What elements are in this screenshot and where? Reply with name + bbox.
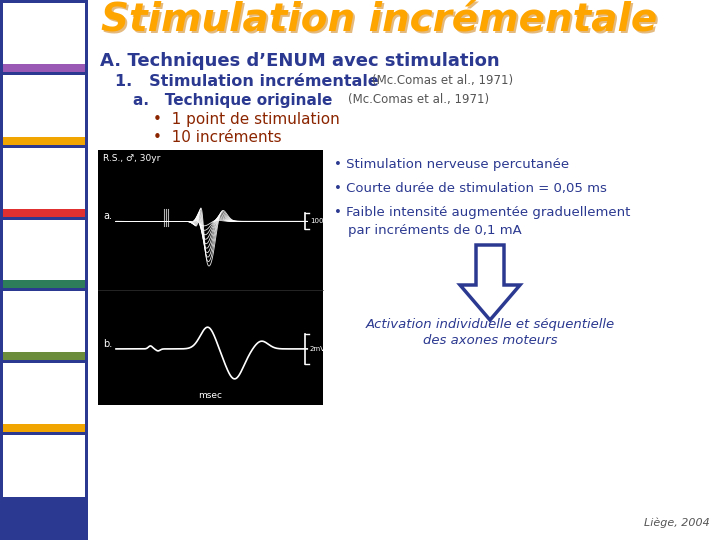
Text: • Courte durée de stimulation = 0,05 ms: • Courte durée de stimulation = 0,05 ms bbox=[334, 182, 607, 195]
Text: Liège, 2004: Liège, 2004 bbox=[644, 517, 710, 528]
Text: a.: a. bbox=[103, 211, 112, 221]
Text: • Faible intensité augmentée graduellement: • Faible intensité augmentée graduelleme… bbox=[334, 206, 631, 219]
Bar bbox=[3, 137, 85, 145]
Text: 100μV: 100μV bbox=[310, 218, 333, 225]
Polygon shape bbox=[460, 245, 520, 320]
Bar bbox=[98, 150, 323, 405]
Bar bbox=[3, 75, 85, 137]
Text: (Mc.Comas et al., 1971): (Mc.Comas et al., 1971) bbox=[348, 93, 489, 106]
Bar bbox=[3, 291, 85, 352]
Text: Activation individuelle et séquentielle: Activation individuelle et séquentielle bbox=[366, 318, 615, 331]
Bar bbox=[0, 0, 88, 540]
Text: a.   Technique originale: a. Technique originale bbox=[133, 93, 333, 108]
Bar bbox=[3, 220, 85, 280]
Text: 2mV: 2mV bbox=[310, 346, 326, 352]
Bar bbox=[3, 148, 85, 209]
Bar bbox=[3, 352, 85, 360]
Bar bbox=[3, 497, 85, 505]
Bar bbox=[3, 435, 85, 497]
Text: R.S., ♂, 30yr: R.S., ♂, 30yr bbox=[103, 154, 161, 163]
Text: •  1 point de stimulation: • 1 point de stimulation bbox=[153, 112, 340, 127]
Text: des axones moteurs: des axones moteurs bbox=[423, 334, 557, 347]
Text: 1.   Stimulation incrémentale: 1. Stimulation incrémentale bbox=[115, 74, 379, 89]
Text: msec: msec bbox=[199, 391, 222, 400]
Text: (Mc.Comas et al., 1971): (Mc.Comas et al., 1971) bbox=[372, 74, 513, 87]
Text: •  10 incréments: • 10 incréments bbox=[153, 130, 282, 145]
Bar bbox=[3, 424, 85, 432]
Bar bbox=[3, 209, 85, 217]
Text: • Stimulation nerveuse percutanée: • Stimulation nerveuse percutanée bbox=[334, 158, 569, 171]
Text: Stimulation incrémentale: Stimulation incrémentale bbox=[101, 1, 657, 39]
Text: par incréments de 0,1 mA: par incréments de 0,1 mA bbox=[348, 224, 522, 237]
Text: A. Techniques d’ENUM avec stimulation: A. Techniques d’ENUM avec stimulation bbox=[100, 52, 500, 70]
Text: Stimulation incrémentale: Stimulation incrémentale bbox=[103, 3, 660, 41]
Bar bbox=[3, 363, 85, 424]
Bar bbox=[3, 280, 85, 288]
Bar bbox=[3, 64, 85, 72]
Text: b.: b. bbox=[103, 339, 112, 349]
Bar bbox=[3, 3, 85, 64]
